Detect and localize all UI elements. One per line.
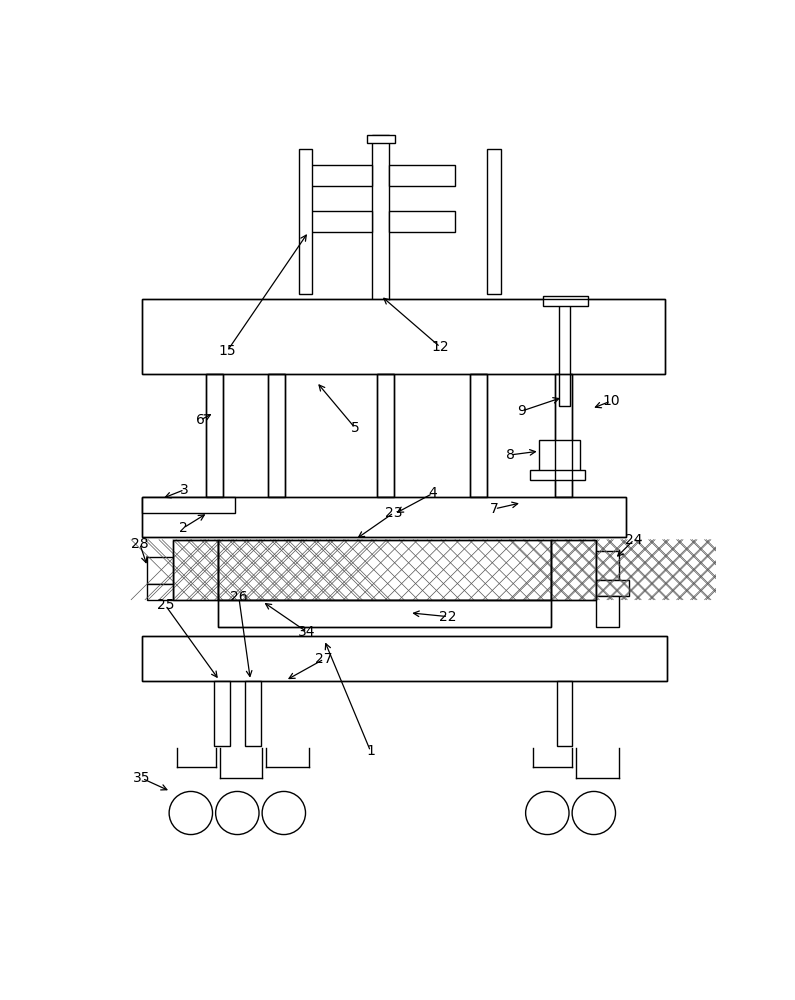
Bar [366, 135, 394, 143]
Bar [142, 497, 626, 537]
Bar [173, 540, 218, 600]
Text: 8: 8 [506, 448, 514, 462]
Text: 10: 10 [602, 394, 619, 408]
Text: 12: 12 [432, 340, 449, 354]
Bar [214, 681, 230, 746]
Bar [306, 165, 372, 186]
Bar [147, 557, 173, 584]
Bar [269, 374, 285, 497]
Bar [377, 374, 394, 497]
Text: 24: 24 [626, 533, 643, 547]
Text: 1: 1 [366, 744, 375, 758]
Bar [218, 600, 551, 627]
Bar [306, 211, 372, 232]
Text: 5: 5 [351, 421, 359, 435]
Bar [470, 374, 487, 497]
Text: 23: 23 [385, 506, 402, 520]
Bar [555, 374, 572, 497]
Bar [142, 636, 668, 681]
Bar [173, 540, 218, 600]
Bar [539, 440, 580, 472]
Bar [207, 374, 223, 497]
Bar [596, 580, 629, 596]
Text: 7: 7 [491, 502, 499, 516]
Bar [487, 149, 501, 294]
Bar [390, 165, 455, 186]
Text: 9: 9 [518, 404, 526, 418]
Text: 28: 28 [131, 536, 149, 550]
Bar [596, 596, 619, 627]
Bar [142, 299, 665, 374]
Bar [529, 470, 585, 480]
Bar [299, 149, 312, 294]
Text: 22: 22 [440, 610, 457, 624]
Bar [390, 211, 455, 232]
Bar [142, 299, 665, 374]
Bar [269, 374, 285, 497]
Bar [556, 681, 572, 746]
Bar [551, 540, 596, 600]
Bar [245, 681, 261, 746]
Bar [559, 299, 570, 406]
Bar [142, 497, 235, 513]
Bar [142, 636, 668, 681]
Bar [372, 135, 390, 301]
Text: 4: 4 [429, 486, 437, 500]
Text: 35: 35 [134, 771, 151, 785]
Bar [543, 296, 588, 306]
Text: 27: 27 [316, 652, 333, 666]
Text: 2: 2 [179, 521, 188, 535]
Bar [147, 584, 173, 600]
Bar [218, 540, 551, 600]
Bar [470, 374, 487, 497]
Bar [555, 374, 572, 497]
Bar [551, 540, 596, 600]
Text: 34: 34 [298, 625, 316, 639]
Bar [207, 374, 223, 497]
Bar [218, 600, 551, 627]
Bar [218, 540, 551, 600]
Text: 15: 15 [219, 344, 236, 358]
Text: 6: 6 [196, 413, 204, 427]
Bar [377, 374, 394, 497]
Bar [142, 497, 626, 537]
Text: 26: 26 [230, 590, 248, 604]
Text: 3: 3 [180, 483, 189, 497]
Bar [596, 551, 619, 580]
Text: 25: 25 [157, 598, 174, 612]
